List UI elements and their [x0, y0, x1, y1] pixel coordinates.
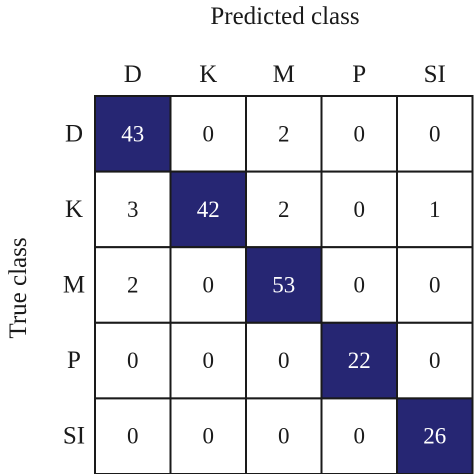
- matrix-cell-5-3: [245, 397, 323, 474]
- x-tick-label-m: M: [273, 61, 295, 88]
- cell-value-2-1: 3: [127, 197, 139, 222]
- x-tick-labels: D K M P SI: [124, 61, 446, 88]
- cell-value-2-5: 1: [429, 197, 441, 222]
- y-tick-label-si: SI: [63, 423, 85, 450]
- x-axis-title: Predicted class: [210, 3, 359, 30]
- cell-value-2-4: 0: [354, 197, 366, 222]
- y-tick-label-d: D: [65, 120, 83, 147]
- matrix-cell-4-1: [94, 321, 172, 400]
- cell-value-3-3: 53: [272, 273, 295, 298]
- cell-value-2-3: 2: [278, 197, 290, 222]
- cell-value-3-1: 2: [127, 273, 139, 298]
- cell-value-3-2: 0: [203, 273, 215, 298]
- matrix-cells: 43 0 2 0 0 3 42 2 0 1 2 0 53 0 0 0 0 0 22 0 0 0 0 0 26: [94, 95, 474, 474]
- cell-value-1-4: 0: [354, 121, 366, 146]
- y-tick-label-p: P: [67, 347, 81, 374]
- x-tick-label-p: P: [352, 61, 366, 88]
- cell-value-4-3: 0: [278, 348, 290, 373]
- cell-value-2-2: 42: [197, 197, 220, 222]
- cell-value-5-4: 0: [354, 424, 366, 449]
- matrix-cell-2-5: [396, 170, 474, 249]
- cell-value-5-1: 0: [127, 424, 139, 449]
- y-tick-label-k: K: [65, 196, 83, 223]
- cell-value-4-2: 0: [203, 348, 215, 373]
- cell-value-5-3: 0: [278, 424, 290, 449]
- matrix-cell-3-2: [169, 246, 247, 324]
- x-tick-label-si: SI: [424, 61, 446, 88]
- cell-value-1-1: 43: [121, 121, 144, 146]
- matrix-cell-4-5: [396, 321, 474, 400]
- y-tick-label-m: M: [63, 272, 85, 299]
- y-axis-title: True class: [5, 237, 32, 338]
- matrix-cell-4-2: [169, 321, 247, 400]
- matrix-cell-1-1: [94, 95, 172, 173]
- x-tick-label-d: D: [124, 61, 142, 88]
- cell-value-4-4: 22: [348, 348, 371, 373]
- cell-value-3-4: 0: [354, 273, 366, 298]
- matrix-cell-5-1: [94, 397, 172, 474]
- matrix-cell-3-4: [320, 246, 398, 324]
- matrix-cell-2-3: [245, 170, 323, 249]
- matrix-cell-4-3: [245, 321, 323, 400]
- cell-value-1-5: 0: [429, 121, 441, 146]
- cell-value-5-2: 0: [203, 424, 215, 449]
- matrix-cell-1-2: [169, 95, 247, 173]
- cell-value-3-5: 0: [429, 273, 441, 298]
- x-tick-label-k: K: [199, 61, 217, 88]
- cell-value-1-2: 0: [203, 121, 215, 146]
- y-tick-labels: D K M P SI: [63, 120, 85, 449]
- matrix-cell-2-1: [94, 170, 172, 249]
- matrix-cell-5-2: [169, 397, 247, 474]
- matrix-cell-4-4: [320, 321, 398, 400]
- cell-value-4-5: 0: [429, 348, 441, 373]
- cell-value-1-3: 2: [278, 121, 290, 146]
- cell-value-5-5: 26: [423, 424, 446, 449]
- cell-value-4-1: 0: [127, 348, 139, 373]
